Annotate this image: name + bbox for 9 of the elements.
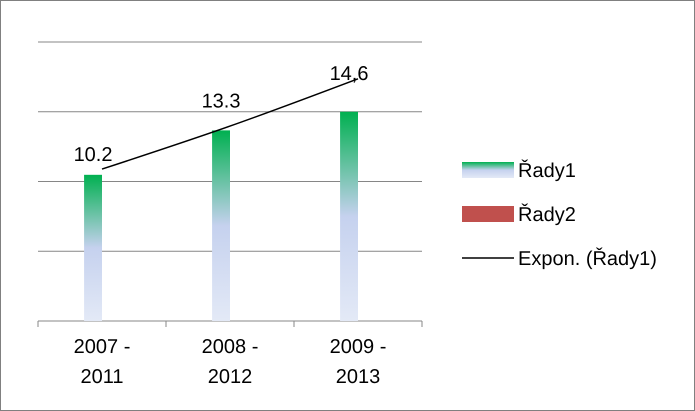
x-tick-label: 2008 - 2012	[202, 336, 258, 388]
data-label: 10.2	[74, 144, 113, 166]
data-label: 13.3	[202, 90, 241, 112]
x-tick-label: 2009 - 2013	[330, 336, 386, 388]
legend-label: Řady1	[518, 159, 576, 182]
x-tick-label: 2007 - 2011	[74, 336, 130, 388]
legend-label: Expon. (Řady1)	[518, 247, 657, 270]
data-label: 14,6	[330, 62, 369, 85]
legend-label: Řady2	[518, 203, 576, 226]
